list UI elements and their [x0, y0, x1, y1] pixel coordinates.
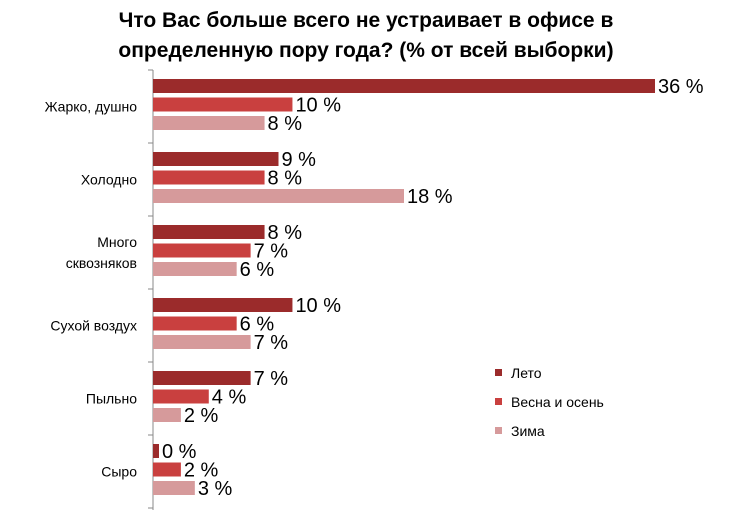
data-label: 18 % [407, 186, 453, 208]
bar-Лето [153, 152, 279, 166]
legend-label: Лето [511, 365, 542, 381]
category-label: Сыро [101, 464, 137, 480]
data-label: 7 % [254, 332, 289, 354]
data-label: 7 % [254, 241, 289, 263]
chart-title: Что Вас больше всего не устраивает в офи… [0, 6, 732, 66]
bar-Зима [153, 408, 181, 422]
data-label: 9 % [282, 149, 317, 171]
data-label: 8 % [268, 168, 303, 190]
data-label: 7 % [254, 368, 289, 390]
data-label: 6 % [240, 259, 275, 281]
category-label: Много [97, 234, 137, 250]
bar-Лето [153, 444, 159, 458]
bar-Зима [153, 262, 237, 276]
bar-Весна и осень [153, 170, 265, 185]
bar-Весна и осень [153, 97, 293, 112]
data-label: 10 % [295, 95, 341, 117]
data-label: 4 % [212, 387, 247, 409]
data-label: 2 % [184, 405, 219, 427]
category-label: Жарко, душно [45, 99, 138, 115]
bar-Весна и осень [153, 316, 237, 331]
legend-label: Весна и осень [511, 394, 604, 410]
data-label: 10 % [295, 295, 341, 317]
category-label: Холодно [81, 172, 137, 188]
category-label: сквозняков [66, 255, 137, 271]
bar-Лето [153, 298, 293, 312]
legend-swatch [495, 398, 502, 405]
category-label: Сухой воздух [50, 318, 137, 334]
data-label: 0 % [162, 441, 197, 463]
bar-Зима [153, 116, 265, 130]
bar-Весна и осень [153, 389, 209, 404]
bar-Лето [153, 371, 251, 385]
bar-Лето [153, 225, 265, 239]
data-label: 6 % [240, 314, 275, 336]
chart-title-line-2: определенную пору года? (% от всей выбор… [118, 39, 614, 62]
bar-Лето [153, 79, 655, 93]
legend-label: Зима [511, 423, 545, 439]
bar-Зима [153, 335, 251, 349]
data-label: 8 % [268, 222, 303, 244]
data-label: 8 % [268, 113, 303, 135]
category-label: Пыльно [86, 391, 137, 407]
data-label: 3 % [198, 478, 233, 500]
data-label: 36 % [658, 76, 704, 98]
bar-Весна и осень [153, 243, 251, 258]
legend-swatch [495, 427, 502, 434]
data-label: 2 % [184, 460, 219, 482]
chart-title-line-1: Что Вас больше всего не устраивает в офи… [118, 9, 614, 32]
legend-swatch [495, 369, 502, 376]
bar-Зима [153, 189, 404, 203]
bar-Зима [153, 481, 195, 495]
bar-Весна и осень [153, 462, 181, 477]
